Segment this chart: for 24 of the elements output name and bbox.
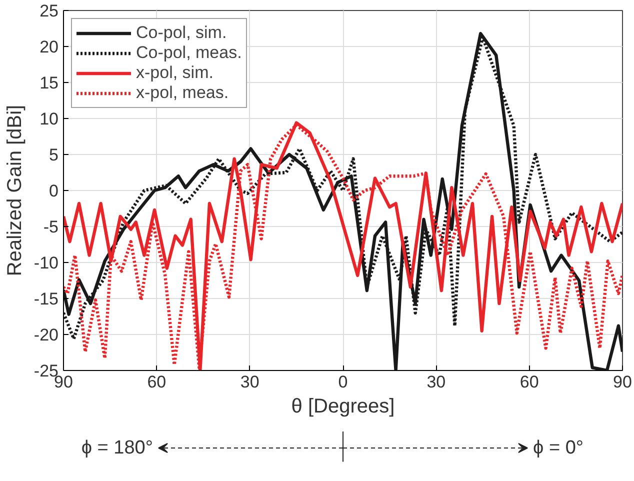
x-tick-label: 0 xyxy=(338,372,348,392)
text: ϕ = 0° xyxy=(533,438,584,458)
legend-label: Co-pol, meas. xyxy=(136,43,242,63)
x-tick-label: 30 xyxy=(426,372,446,392)
y-tick-label: 0 xyxy=(49,182,59,200)
y-tick-label: -20 xyxy=(34,326,59,344)
x-tick-label: 60 xyxy=(147,372,166,392)
legend-label: x-pol, meas. xyxy=(136,83,229,103)
legend-label: x-pol, sim. xyxy=(136,63,214,83)
y-tick-label: 20 xyxy=(40,38,59,56)
x-tick-label: 30 xyxy=(240,372,260,392)
y-tick-label: 15 xyxy=(40,74,59,92)
x-tick-label: 90 xyxy=(613,372,632,392)
y-axis-title: Realized Gain [dBi] xyxy=(4,104,26,276)
legend-label: Co-pol, sim. xyxy=(136,23,227,43)
x-tick-label: 60 xyxy=(520,372,539,392)
y-tick-label: -15 xyxy=(34,290,59,308)
y-tick-label: -10 xyxy=(34,254,59,272)
x-axis-title: θ [Degrees] xyxy=(291,396,395,418)
text: ϕ = 180° xyxy=(81,438,153,458)
y-tick-label: 25 xyxy=(40,2,59,20)
y-tick-label: -5 xyxy=(43,218,59,236)
y-tick-label: 10 xyxy=(40,110,59,128)
y-tick-label: 5 xyxy=(49,146,59,164)
